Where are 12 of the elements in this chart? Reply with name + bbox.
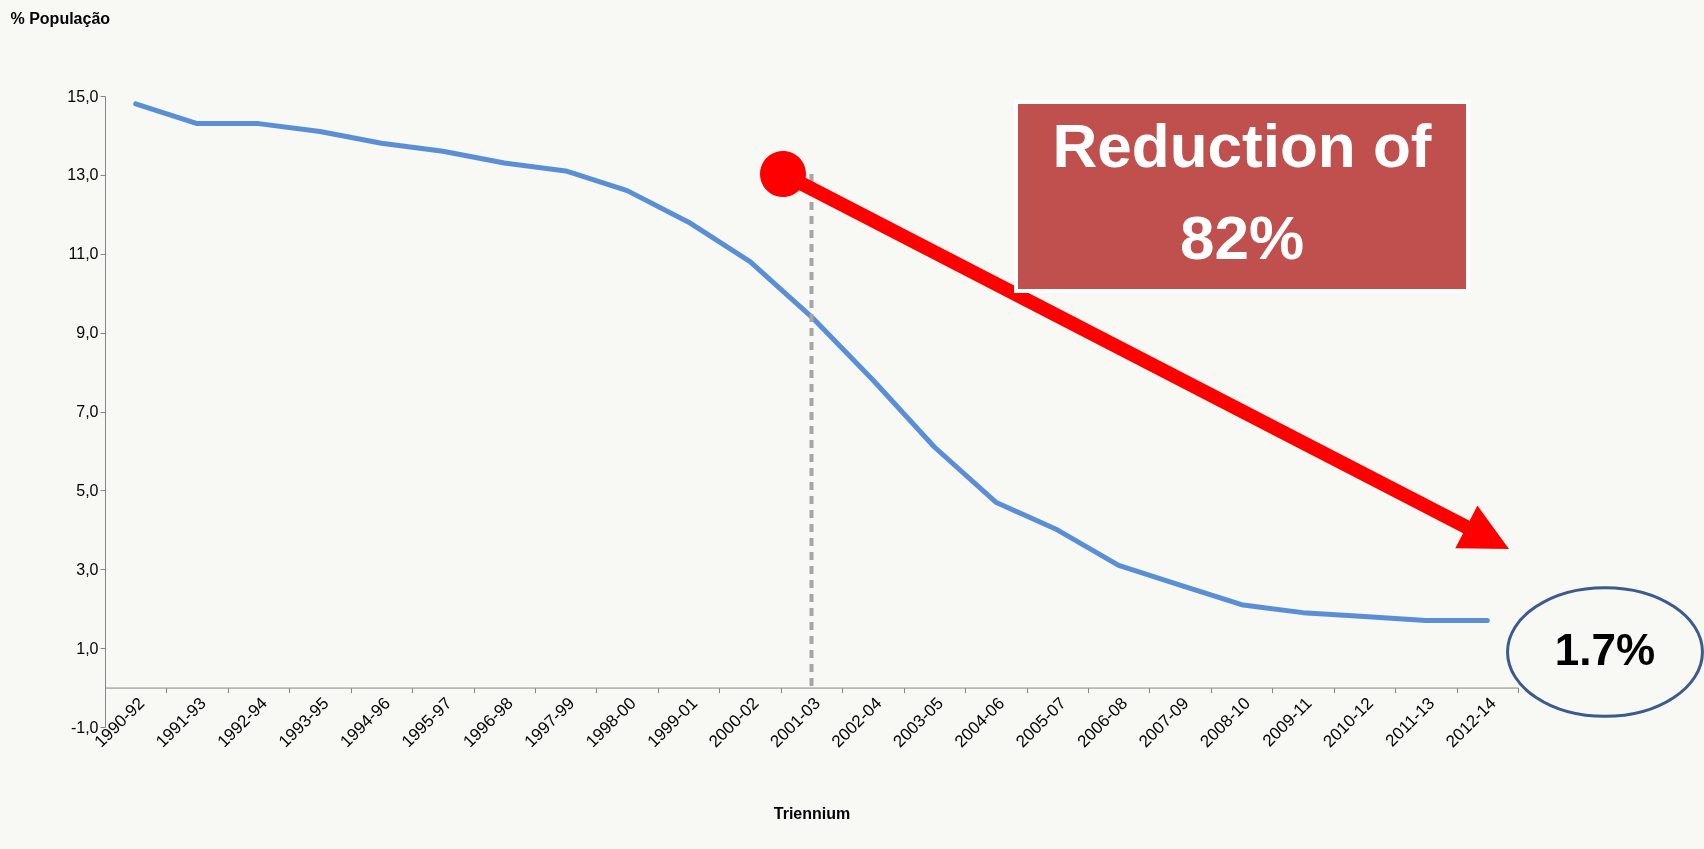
y-tick-label: 7,0: [76, 403, 99, 420]
x-axis-title: Triennium: [773, 805, 851, 823]
y-tick-label: 11,0: [68, 245, 99, 263]
y-tick-label: 9,0: [76, 324, 99, 342]
y-axis-title: % População: [10, 9, 111, 27]
y-tick-label: 1,0: [76, 639, 99, 657]
y-tick-label: 5,0: [76, 481, 99, 499]
y-tick-label: 3,0: [76, 560, 99, 578]
annotation: Reduction of 82%: [1052, 111, 1432, 272]
y-tick-label: 13,0: [67, 166, 99, 184]
y-tick-label: 15,0: [67, 87, 99, 105]
text: 1.7%: [1554, 625, 1656, 674]
